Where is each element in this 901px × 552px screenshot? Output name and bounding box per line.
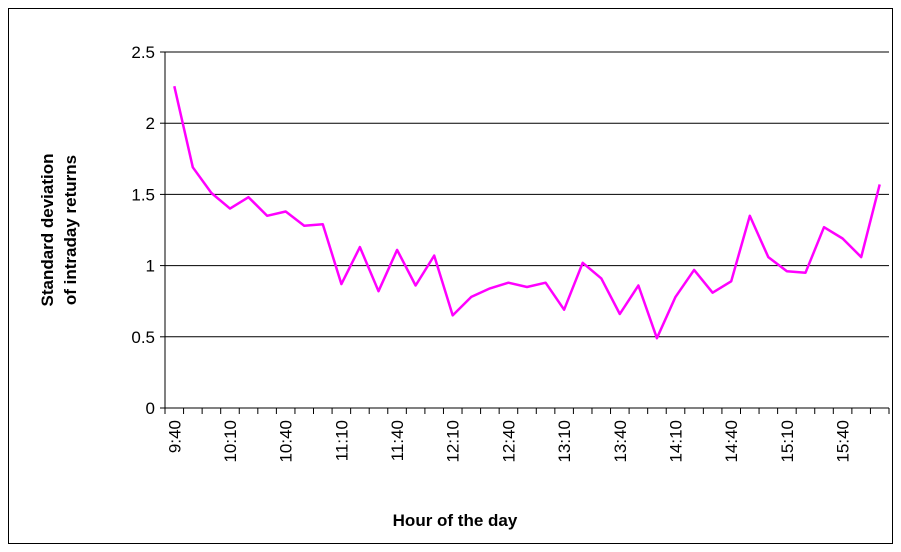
data-line	[173, 85, 881, 340]
x-axis-title: Hour of the day	[393, 511, 518, 530]
x-tick-label: 15:10	[778, 420, 797, 463]
x-tick-label: 14:10	[667, 420, 686, 463]
x-tick-label: 10:10	[221, 420, 240, 463]
x-tick-label: 15:40	[834, 420, 853, 463]
y-axis-title: Standard deviation	[38, 153, 57, 306]
x-tick-label: 11:10	[332, 420, 351, 461]
y-tick-label: 1.5	[131, 185, 155, 204]
chart-border	[8, 8, 893, 544]
y-tick-label: 1	[146, 257, 155, 276]
x-tick-label: 12:10	[444, 420, 463, 463]
x-tick-label: 12:40	[499, 420, 518, 463]
y-tick-label: 0	[146, 399, 155, 418]
x-tick-label: 14:40	[722, 420, 741, 463]
x-tick-label: 11:40	[388, 420, 407, 461]
x-tick-label: 9:40	[165, 420, 184, 453]
y-tick-label: 0.5	[131, 328, 155, 347]
y-tick-label: 2	[146, 114, 155, 133]
x-tick-label: 10:40	[277, 420, 296, 463]
y-tick-label: 2.5	[131, 43, 155, 62]
x-tick-label: 13:10	[555, 420, 574, 463]
x-tick-label: 13:40	[611, 420, 630, 463]
y-axis-title: of intraday returns	[61, 155, 80, 305]
